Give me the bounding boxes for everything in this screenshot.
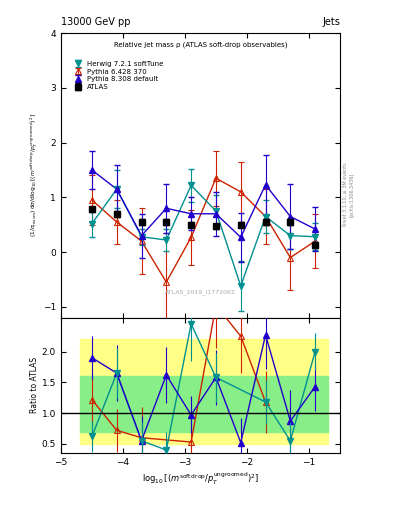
Bar xyxy=(204,339,228,444)
Text: Relative jet mass ρ (ATLAS soft-drop observables): Relative jet mass ρ (ATLAS soft-drop obs… xyxy=(114,42,287,48)
Bar xyxy=(154,339,179,444)
Bar xyxy=(179,376,204,432)
Text: ATLAS_2019_I1772062: ATLAS_2019_I1772062 xyxy=(165,289,236,295)
Text: Rivet 3.1.10, ≥ 3M events: Rivet 3.1.10, ≥ 3M events xyxy=(343,163,348,226)
Bar xyxy=(278,376,303,432)
Bar xyxy=(79,339,104,444)
Bar xyxy=(129,339,154,444)
Bar xyxy=(303,376,327,432)
Bar xyxy=(154,376,179,432)
Bar xyxy=(278,339,303,444)
Bar xyxy=(104,339,129,444)
X-axis label: $\log_{10}[(m^{\rm soft\,drop}/p_T^{\rm ungroomed})^2]$: $\log_{10}[(m^{\rm soft\,drop}/p_T^{\rm … xyxy=(142,471,259,487)
Bar xyxy=(179,339,204,444)
Bar xyxy=(129,376,154,432)
Bar xyxy=(228,339,253,444)
Text: Jets: Jets xyxy=(322,16,340,27)
Bar xyxy=(204,376,228,432)
Bar xyxy=(228,376,253,432)
Y-axis label: $(1/\sigma_{\rm resum})\,{\rm d}\sigma/{\rm d}\log_{10}[(m^{\rm soft\,drop}/p_T^: $(1/\sigma_{\rm resum})\,{\rm d}\sigma/{… xyxy=(29,114,40,238)
Bar xyxy=(253,376,278,432)
Text: 13000 GeV pp: 13000 GeV pp xyxy=(61,16,130,27)
Text: [arXiv:1306.3436]: [arXiv:1306.3436] xyxy=(349,173,354,217)
Bar xyxy=(79,376,104,432)
Bar xyxy=(303,339,327,444)
Bar xyxy=(104,376,129,432)
Bar xyxy=(253,339,278,444)
Y-axis label: Ratio to ATLAS: Ratio to ATLAS xyxy=(30,357,39,414)
Legend: Herwig 7.2.1 softTune, Pythia 6.428 370, Pythia 8.308 default, ATLAS: Herwig 7.2.1 softTune, Pythia 6.428 370,… xyxy=(70,59,164,92)
